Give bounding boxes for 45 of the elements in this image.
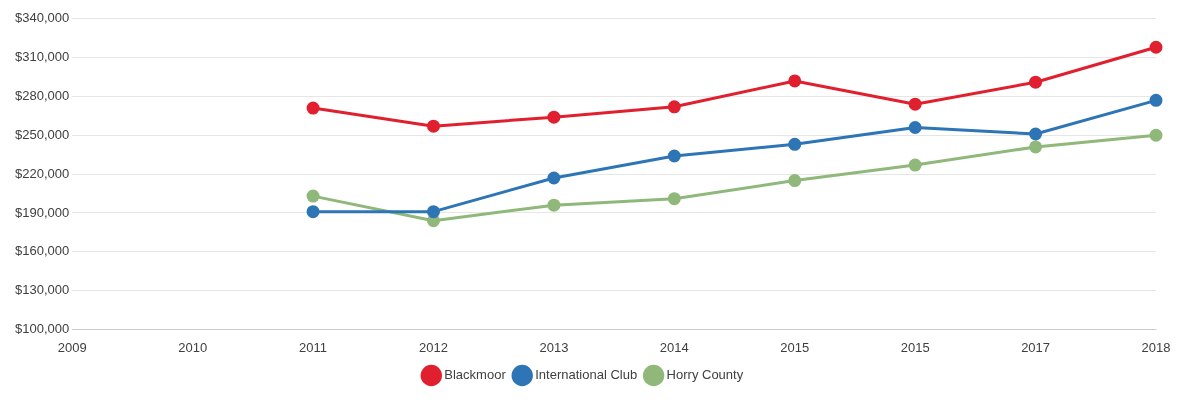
x-tick-label: 2009 bbox=[57, 339, 87, 355]
point bbox=[667, 192, 681, 206]
point bbox=[1149, 128, 1163, 142]
y-tick-label: $100,000 bbox=[14, 320, 70, 336]
point bbox=[788, 74, 802, 88]
point bbox=[1029, 127, 1043, 141]
point bbox=[426, 205, 440, 219]
y-tick-label: $280,000 bbox=[14, 88, 70, 104]
y-tick-label: $310,000 bbox=[14, 49, 70, 65]
point bbox=[547, 171, 561, 185]
x-tick-label: 2015 bbox=[900, 339, 930, 355]
x-tick-label: 2018 bbox=[1141, 339, 1171, 355]
point bbox=[667, 149, 681, 163]
x-tick-label: 2012 bbox=[419, 339, 448, 355]
x-tick-label: 2010 bbox=[178, 339, 208, 355]
point bbox=[426, 119, 440, 133]
legend-label: Horry County bbox=[666, 367, 744, 383]
x-tick-label: 2013 bbox=[539, 339, 569, 355]
legend-label: International Club bbox=[535, 367, 638, 383]
x-tick-label: 2017 bbox=[1021, 339, 1051, 355]
y-tick-label: $250,000 bbox=[14, 126, 70, 142]
point bbox=[1149, 40, 1163, 54]
x-tick-label: 2011 bbox=[299, 339, 328, 355]
y-tick-label: $190,000 bbox=[14, 204, 70, 220]
point bbox=[788, 137, 802, 151]
point bbox=[306, 101, 320, 115]
x-tick-label: 2014 bbox=[659, 339, 689, 355]
point bbox=[1029, 75, 1043, 89]
point bbox=[547, 198, 561, 212]
point bbox=[788, 174, 802, 188]
point bbox=[667, 100, 681, 114]
point bbox=[306, 189, 320, 203]
point bbox=[1149, 93, 1163, 107]
y-tick-label: $340,000 bbox=[14, 10, 70, 26]
point bbox=[908, 158, 922, 172]
x-tick-label: 2015 bbox=[780, 339, 810, 355]
point bbox=[306, 205, 320, 219]
point bbox=[1029, 140, 1043, 154]
y-tick-label: $130,000 bbox=[14, 282, 70, 298]
legend-label: Blackmoor bbox=[444, 367, 507, 383]
y-tick-label: $220,000 bbox=[14, 165, 70, 181]
point bbox=[547, 110, 561, 124]
y-tick-label: $160,000 bbox=[14, 243, 70, 259]
point bbox=[908, 97, 922, 111]
point bbox=[908, 121, 922, 135]
